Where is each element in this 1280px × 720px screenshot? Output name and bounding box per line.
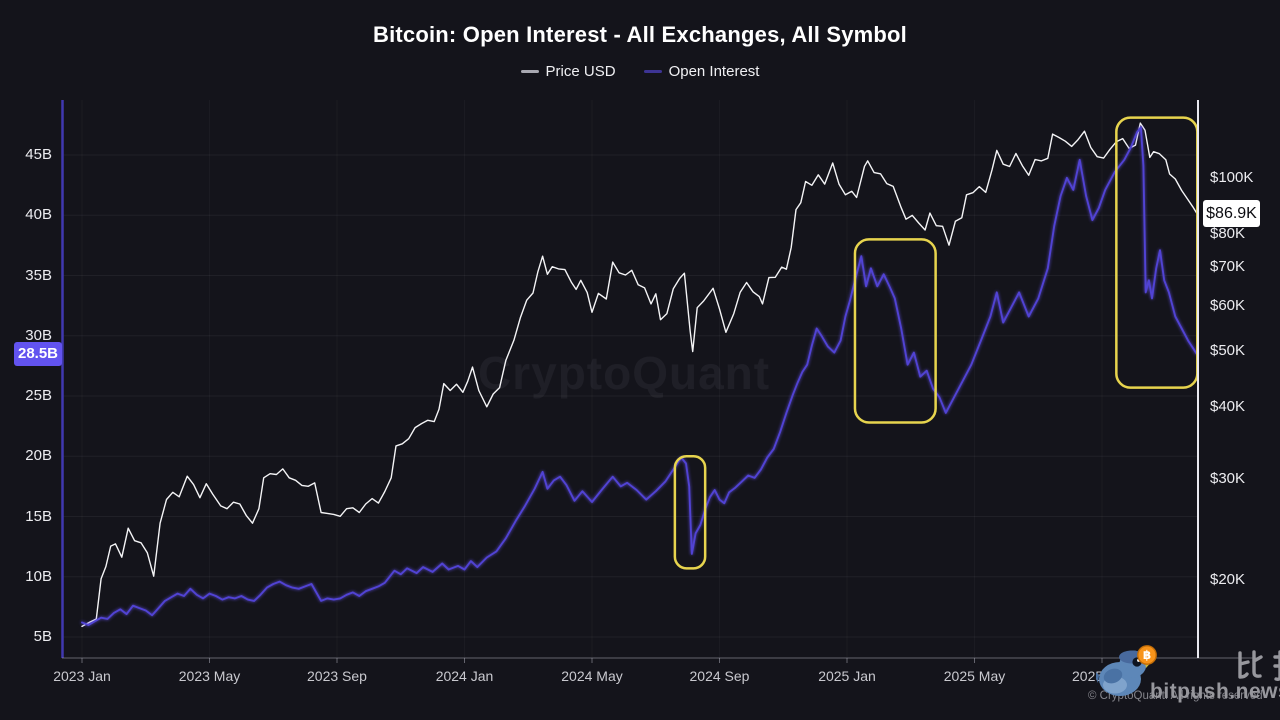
- svg-text:฿: ฿: [1143, 648, 1151, 662]
- legend-label: Open Interest: [668, 63, 760, 80]
- legend-dash-icon: [643, 70, 662, 73]
- x-axis-tick: 2023 Sep: [307, 668, 367, 684]
- chart-title: Bitcoin: Open Interest - All Exchanges, …: [372, 22, 907, 47]
- brand-cn-text: [1238, 650, 1280, 681]
- price-current-badge: $86.9K: [1203, 200, 1260, 228]
- left-axis-tick: 30B: [25, 326, 52, 344]
- legend-item: Price USD: [520, 63, 616, 80]
- right-axis-tick: $70K: [1210, 258, 1246, 276]
- right-axis-tick: $20K: [1210, 570, 1246, 588]
- highlight-box: [673, 455, 707, 570]
- bitcoin-coin: ฿: [1137, 645, 1157, 665]
- left-axis-tick: 45B: [25, 146, 52, 163]
- right-axis-tick: $30K: [1210, 469, 1246, 487]
- legend-dash-icon: [520, 70, 539, 73]
- left-axis-tick: 40B: [25, 206, 52, 224]
- x-axis-tick: 2025 Jan: [818, 668, 876, 684]
- highlight-box: [1115, 116, 1199, 389]
- legend-label: Price USD: [545, 63, 616, 80]
- left-axis-tick: 15B: [25, 507, 52, 525]
- right-axis-tick: $80K: [1210, 224, 1246, 242]
- right-axis-tick: $50K: [1210, 342, 1246, 360]
- left-axis-tick: 35B: [25, 266, 52, 284]
- x-axis-tick: 2025 May: [943, 668, 1006, 684]
- open-interest-current-badge: 28.5B: [14, 341, 62, 366]
- right-axis-tick: $40K: [1210, 397, 1246, 415]
- open-interest-line: [81, 126, 1198, 626]
- left-axis-tick: 20B: [25, 447, 52, 465]
- left-axis-tick: 25B: [25, 387, 52, 404]
- left-axis-tick: 10B: [25, 567, 52, 585]
- right-axis-tick: $100K: [1210, 169, 1254, 186]
- left-axis-tick: 5B: [33, 628, 52, 645]
- x-axis-tick: 2024 May: [561, 668, 623, 684]
- legend-item: Open Interest: [643, 63, 760, 80]
- highlight-box: [853, 238, 937, 424]
- price-line: [81, 122, 1198, 628]
- right-axis-tick: $60K: [1210, 296, 1246, 314]
- x-axis-tick: 2024 Sep: [689, 668, 750, 684]
- x-axis-tick: 2024 Jan: [435, 668, 494, 684]
- brand-domain-text: bitpush.news: [1150, 680, 1280, 703]
- x-axis-tick: 2023 May: [178, 668, 241, 684]
- x-axis-tick: 2023 Jan: [53, 668, 111, 684]
- chart-legend: Price USD Open Interest: [0, 63, 1280, 80]
- bitpush-bird-logo: ฿: [1096, 645, 1157, 696]
